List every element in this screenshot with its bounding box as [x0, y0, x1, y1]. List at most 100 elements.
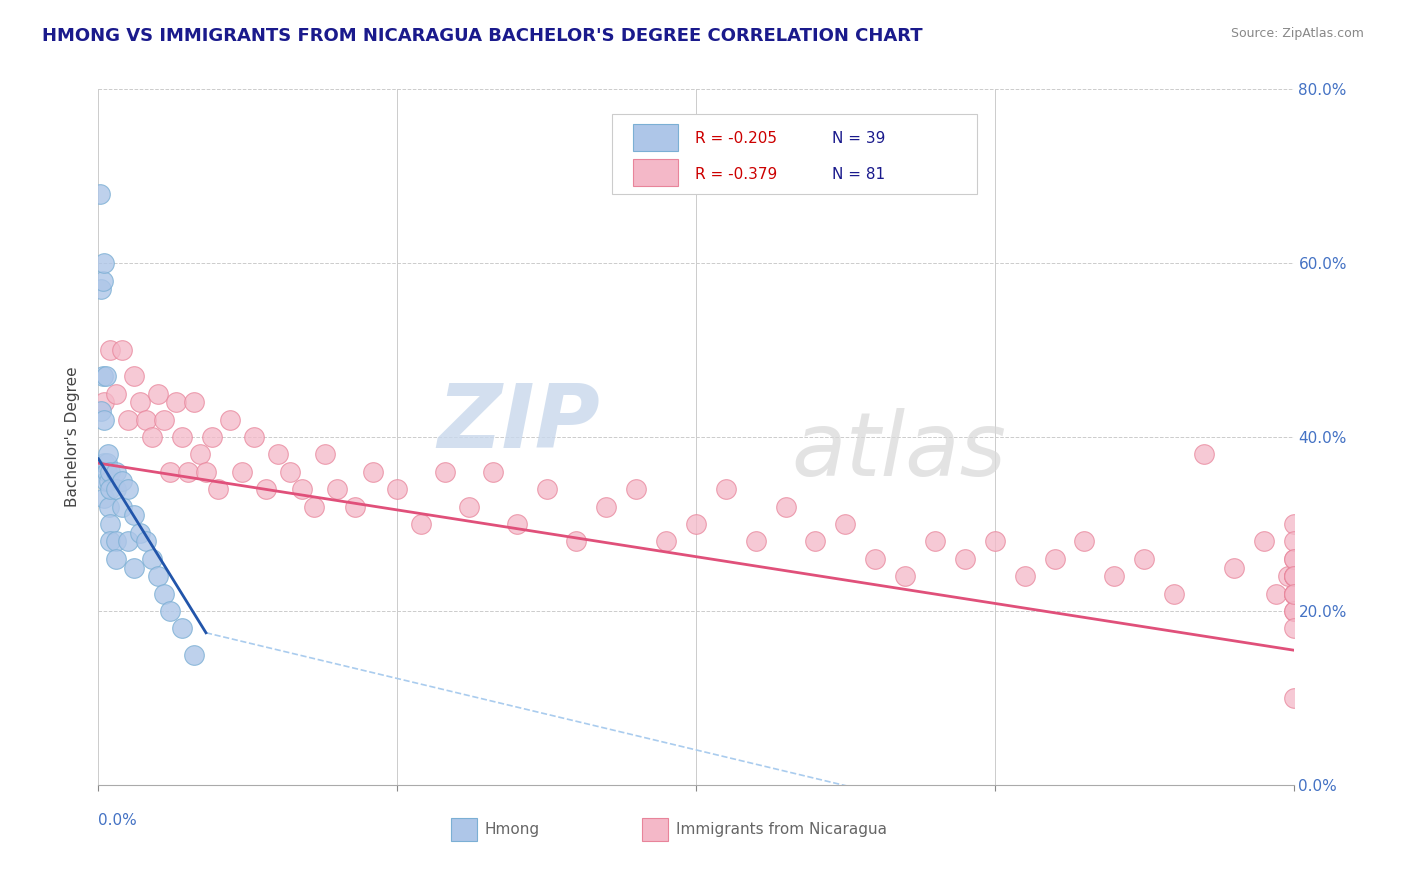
Point [141, 430, 163, 444]
Point [1282, 587, 1305, 601]
Point [141, 551, 163, 566]
Point [315, 447, 337, 462]
Point [91, 273, 114, 287]
Point [565, 534, 588, 549]
Point [153, 587, 176, 601]
Point [1282, 551, 1305, 566]
Point [804, 534, 827, 549]
Point [159, 604, 181, 618]
Point [1104, 569, 1126, 583]
Text: N = 81: N = 81 [832, 167, 886, 181]
Point [1282, 569, 1305, 583]
Point [93, 491, 115, 505]
Point [96, 456, 118, 470]
Point [124, 369, 146, 384]
Point [183, 395, 205, 409]
Point [129, 395, 152, 409]
Point [195, 465, 218, 479]
Point [1282, 604, 1305, 618]
Point [117, 534, 139, 549]
Point [1282, 690, 1305, 705]
Point [1282, 569, 1305, 583]
Bar [633, 160, 678, 186]
Point [1192, 447, 1215, 462]
Y-axis label: Bachelor's Degree: Bachelor's Degree [65, 367, 80, 508]
Point [105, 551, 128, 566]
Point [1282, 587, 1305, 601]
Point [172, 621, 194, 635]
Point [98, 534, 122, 549]
Point [89, 186, 111, 201]
Point [685, 516, 707, 531]
Point [434, 465, 457, 479]
Point [91, 369, 114, 384]
Point [1282, 516, 1305, 531]
Point [1043, 551, 1066, 566]
Point [135, 412, 157, 426]
Point [1014, 569, 1036, 583]
Point [1223, 560, 1246, 574]
Point [1163, 587, 1185, 601]
Point [1264, 587, 1286, 601]
Point [135, 534, 157, 549]
Point [344, 500, 367, 514]
Point [93, 456, 115, 470]
Point [117, 482, 139, 496]
Point [90, 282, 112, 296]
Point [363, 465, 385, 479]
Point [243, 430, 266, 444]
Point [714, 482, 737, 496]
Point [302, 500, 325, 514]
Text: atlas: atlas [792, 408, 1007, 494]
Text: R = -0.205: R = -0.205 [695, 131, 776, 146]
Point [111, 474, 134, 488]
Point [148, 386, 170, 401]
Point [745, 534, 768, 549]
Point [98, 343, 122, 357]
Point [1133, 551, 1156, 566]
Point [385, 482, 409, 496]
Point [834, 516, 856, 531]
Point [94, 369, 117, 384]
Point [1282, 569, 1305, 583]
Text: Immigrants from Nicaragua: Immigrants from Nicaragua [676, 822, 887, 837]
Point [775, 500, 797, 514]
Point [207, 482, 229, 496]
FancyBboxPatch shape [613, 113, 977, 194]
Point [278, 465, 301, 479]
Point [105, 386, 128, 401]
Point [201, 430, 224, 444]
Point [98, 465, 122, 479]
Point [153, 412, 176, 426]
Point [953, 551, 976, 566]
Point [506, 516, 529, 531]
Point [231, 465, 253, 479]
Point [98, 500, 121, 514]
Point [1282, 534, 1305, 549]
Point [924, 534, 946, 549]
Point [98, 516, 122, 531]
Text: HMONG VS IMMIGRANTS FROM NICARAGUA BACHELOR'S DEGREE CORRELATION CHART: HMONG VS IMMIGRANTS FROM NICARAGUA BACHE… [42, 27, 922, 45]
Point [172, 430, 194, 444]
Point [111, 500, 134, 514]
Point [536, 482, 558, 496]
Point [1282, 587, 1305, 601]
Text: ZIP: ZIP [437, 380, 600, 467]
Point [159, 465, 181, 479]
Point [105, 465, 128, 479]
Point [254, 482, 277, 496]
Point [129, 525, 152, 540]
Point [117, 412, 139, 426]
Point [89, 56, 111, 70]
Point [1253, 534, 1275, 549]
Bar [643, 818, 668, 840]
Point [865, 551, 887, 566]
Point [93, 412, 115, 426]
Point [96, 465, 118, 479]
Point [165, 395, 187, 409]
Point [894, 569, 917, 583]
Text: Source: ZipAtlas.com: Source: ZipAtlas.com [1230, 27, 1364, 40]
Text: N = 39: N = 39 [832, 131, 886, 146]
Point [482, 465, 505, 479]
Point [984, 534, 1007, 549]
